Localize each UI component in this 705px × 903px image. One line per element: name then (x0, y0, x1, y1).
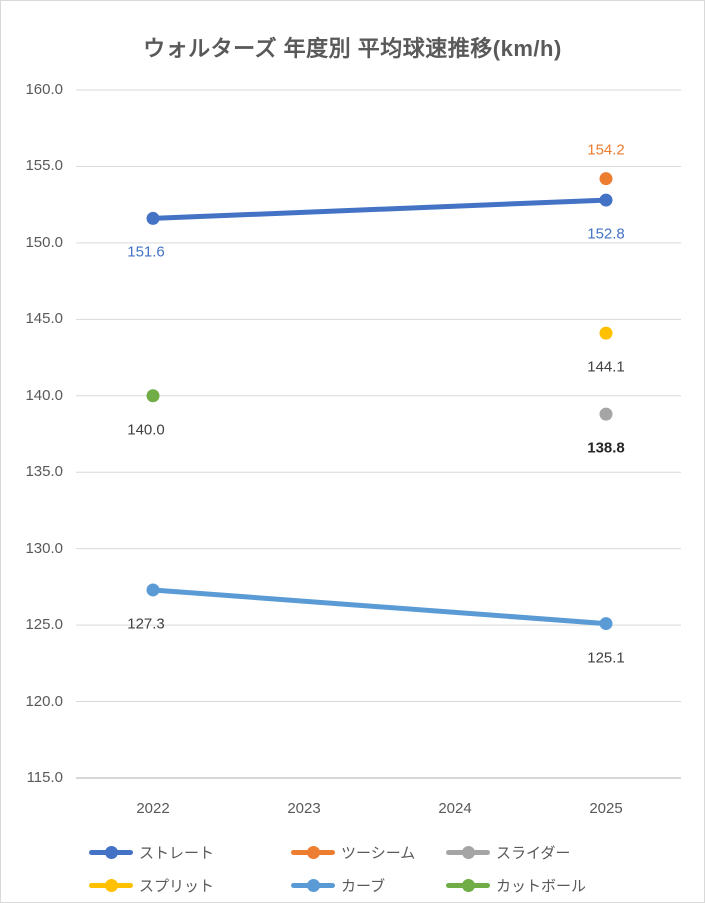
series-line-カーブ (150, 587, 609, 627)
legend-item-カットボール: カットボール (446, 872, 586, 898)
data-label-カーブ-2025: 125.1 (587, 649, 625, 667)
data-point-カーブ-2022 (146, 583, 160, 597)
data-point-カットボール-2022 (146, 389, 160, 403)
legend-marker-icon (291, 845, 335, 859)
legend-label: スライダー (496, 844, 571, 862)
x-axis-tick-label: 2024 (438, 800, 472, 817)
legend-label: スプリット (139, 877, 215, 895)
y-axis-tick-label: 150.0 (25, 233, 63, 251)
data-label-ツーシーム-2025: 154.2 (587, 141, 625, 159)
y-axis-tick-label: 130.0 (25, 539, 63, 557)
legend-label: ツーシーム (341, 844, 416, 862)
data-label-ストレート-2025: 152.8 (587, 225, 625, 243)
x-axis-tick-label: 2025 (589, 800, 623, 817)
legend-item-ツーシーム: ツーシーム (291, 839, 415, 865)
legend-label: カットボール (496, 877, 587, 895)
data-label-スプリット-2025: 144.1 (587, 358, 625, 376)
legend: ストレート ツーシーム スライダースプリット カーブ カットボール (1, 839, 704, 899)
data-point-ツーシーム-2025 (599, 172, 613, 186)
data-label-カーブ-2022: 127.3 (127, 615, 165, 633)
y-axis-tick-label: 155.0 (25, 157, 63, 175)
legend-item-ストレート: ストレート (89, 839, 214, 865)
y-axis-tick-label: 140.0 (25, 386, 63, 404)
y-axis-tick-label: 145.0 (25, 310, 63, 328)
legend-item-カーブ: カーブ (291, 872, 385, 898)
legend-marker-icon (89, 878, 133, 892)
legend-label: カーブ (341, 877, 386, 895)
legend-item-スプリット: スプリット (89, 872, 214, 898)
data-point-ストレート-2025 (599, 193, 613, 207)
series-line-ストレート (150, 197, 609, 221)
data-point-スプリット-2025 (599, 326, 613, 340)
legend-label: ストレート (139, 844, 215, 862)
legend-marker-icon (89, 845, 133, 859)
data-point-ストレート-2022 (146, 211, 160, 225)
data-point-カーブ-2025 (599, 617, 613, 631)
data-point-スライダー-2025 (599, 407, 613, 421)
legend-marker-icon (291, 878, 335, 892)
y-axis-tick-label: 115.0 (26, 769, 63, 786)
x-axis-tick-label: 2022 (136, 800, 170, 817)
y-axis-tick-label: 160.0 (25, 81, 63, 98)
chart-title: ウォルターズ 年度別 平均球速推移(km/h) (143, 36, 562, 61)
data-label-カットボール-2022: 140.0 (127, 421, 165, 439)
legend-marker-icon (446, 845, 490, 859)
x-axis-tick-label: 2023 (287, 800, 321, 817)
legend-marker-icon (446, 878, 490, 892)
data-label-スライダー-2025: 138.8 (587, 439, 625, 457)
data-label-ストレート-2022: 151.6 (127, 243, 165, 261)
legend-item-スライダー: スライダー (446, 839, 570, 865)
y-axis-tick-label: 120.0 (25, 692, 63, 710)
y-axis-tick-label: 135.0 (25, 463, 63, 481)
y-axis-tick-label: 125.0 (25, 616, 63, 634)
